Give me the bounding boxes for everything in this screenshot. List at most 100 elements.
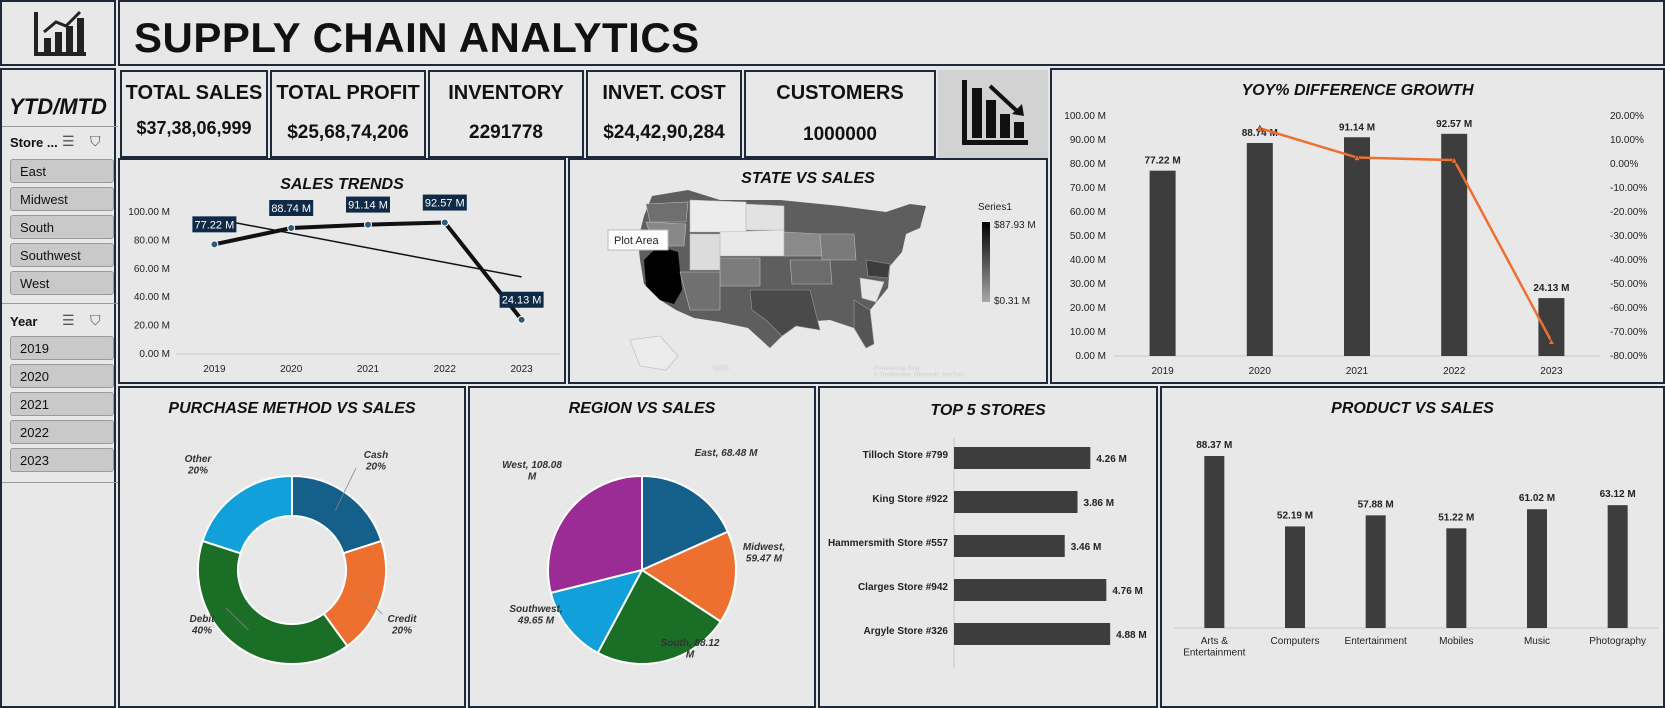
us-map: Plot Area Series1 $87.93 M $0.31 M Power…	[607, 190, 1036, 379]
slicer-item-midwest[interactable]: Midwest	[10, 187, 114, 211]
data-label: 4.76 M	[1112, 586, 1143, 597]
bar	[1607, 505, 1628, 628]
y-tick-label: 90.00 M	[1070, 135, 1106, 146]
y-tick-label: 30.00 M	[1070, 279, 1106, 290]
category-label: Arts & Entertainment	[1183, 636, 1245, 659]
y-tick-label: 20.00 M	[134, 321, 170, 332]
kpi-label: INVET. COST	[602, 82, 726, 104]
leader-line	[362, 592, 383, 615]
y-tick-label: 100.00 M	[1064, 111, 1106, 122]
y-tick-label: 100.00 M	[128, 207, 170, 218]
category-label: Tilloch Store #799	[863, 450, 949, 461]
y2-tick-label: 0.00%	[1610, 159, 1638, 170]
bar-chart-growth-icon	[34, 10, 86, 56]
y2-tick-label: -50.00%	[1610, 279, 1647, 290]
data-label: 92.57 M	[1436, 119, 1472, 130]
top5-bar-chart: Tilloch Store #799 4.26 M King Store #922 3…	[828, 438, 1147, 668]
y-tick-label: 0.00 M	[1075, 351, 1106, 362]
data-label: 24.13 M	[1533, 283, 1569, 294]
clear-filter-icon[interactable]: ⛉	[90, 133, 101, 149]
slicer-item-2021[interactable]: 2021	[10, 392, 114, 416]
clear-filter-icon[interactable]: ⛉	[90, 312, 101, 328]
series-line	[213, 220, 524, 321]
slicer-item-west[interactable]: West	[10, 271, 114, 295]
year-slicer-label: Year	[10, 314, 38, 329]
data-label: 61.02 M	[1519, 493, 1555, 504]
pie-slice	[596, 568, 723, 665]
x-tick-label: 2019	[1151, 366, 1174, 377]
y2-tick-label: -20.00%	[1610, 207, 1647, 218]
category-label: Clarges Store #942	[858, 582, 948, 593]
category-label: Music	[1524, 636, 1550, 647]
bar	[1246, 143, 1273, 356]
pie-slice	[201, 474, 293, 555]
data-label-box	[269, 199, 314, 216]
slicer-item-south[interactable]: South	[10, 215, 114, 239]
slicer-item-east[interactable]: East	[10, 159, 114, 183]
category-label: King Store #922	[872, 494, 948, 505]
bar	[1285, 526, 1305, 628]
y-tick-label: 60.00 M	[1070, 207, 1106, 218]
x-tick-label: 2023	[510, 364, 533, 375]
kpi-value: 2291778	[469, 122, 543, 143]
data-point	[440, 218, 449, 227]
slicer-item-2022[interactable]: 2022	[10, 420, 114, 444]
data-label-box	[422, 194, 467, 211]
data-label: 57.88 M	[1358, 499, 1394, 510]
bar	[954, 535, 1065, 557]
bar	[954, 579, 1107, 601]
x-tick-label: 2021	[1346, 366, 1369, 377]
bar	[954, 623, 1111, 645]
plot-area-tooltip	[607, 229, 669, 251]
slice-label: Credit 20%	[388, 614, 418, 637]
y2-tick-label: -60.00%	[1610, 303, 1647, 314]
yoy-line	[1259, 127, 1553, 342]
chart-title: TOP 5 STORES	[930, 402, 1046, 419]
kpi-value: $25,68,74,206	[287, 122, 409, 143]
sidebar-title: YTD/MTD	[9, 94, 107, 119]
slicer-item-southwest[interactable]: Southwest	[10, 243, 114, 267]
data-label: 77.22 M	[195, 219, 235, 231]
data-label: 77.22 M	[1145, 156, 1181, 167]
kpi-inventory: INVENTORY 2291778	[428, 70, 584, 158]
slicer-item-2023[interactable]: 2023	[10, 448, 114, 472]
kpi-icon-panel	[938, 70, 1048, 158]
x-tick-label: 2019	[203, 364, 226, 375]
data-label: 3.86 M	[1084, 498, 1115, 509]
y2-tick-label: 10.00%	[1610, 135, 1644, 146]
slice-label: Southwest, 49.65 M	[509, 604, 562, 627]
y2-tick-label: -10.00%	[1610, 183, 1647, 194]
data-label-box	[192, 216, 237, 233]
product-panel: PRODUCT VS SALES 88.37 M Arts & Entertainm…	[1160, 386, 1665, 708]
logo-panel	[0, 0, 116, 66]
bar	[1441, 133, 1468, 356]
purchase-donut-chart: Cash 20% Credit 20% Debit 40% Other 20%	[185, 450, 418, 665]
region-pie-chart: East, 68.48 M Midwest, 59.47 M South, 88.12…	[502, 448, 785, 665]
y2-tick-label: -80.00%	[1610, 351, 1647, 362]
slicer-item-2019[interactable]: 2019	[10, 336, 114, 360]
y-tick-label: 40.00 M	[134, 292, 170, 303]
bar	[1446, 528, 1467, 628]
x-tick-label: 2020	[1249, 366, 1272, 377]
kpi-total-profit: TOTAL PROFIT $25,68,74,206	[270, 70, 426, 158]
bar	[1527, 509, 1547, 628]
map-legend-title: Series1	[978, 202, 1012, 213]
yoy-point	[1256, 124, 1264, 132]
pie-slice	[291, 474, 383, 555]
yoy-point	[1353, 153, 1361, 161]
data-label: 3.46 M	[1071, 542, 1102, 553]
multi-select-icon[interactable]: ☰	[62, 133, 75, 149]
data-point	[517, 315, 526, 324]
chart-title: STATE VS SALES	[741, 170, 875, 187]
yoy-chart: 0.00 M 10.00 M 20.00 M 30.00 M 40.00 M 50.00 …	[1064, 111, 1647, 377]
trendline	[214, 218, 522, 278]
state-sales-panel: STATE VS SALES Plot Area Series1	[568, 158, 1048, 384]
kpi-label: TOTAL SALES	[125, 82, 263, 104]
bar	[954, 491, 1078, 513]
y-tick-label: 50.00 M	[1070, 231, 1106, 242]
category-label: Photography	[1589, 636, 1646, 647]
chart-title: YOY% DIFFERENCE GROWTH	[1241, 82, 1474, 99]
multi-select-icon[interactable]: ☰	[62, 312, 75, 328]
slicer-item-2020[interactable]: 2020	[10, 364, 114, 388]
title-panel: SUPPLY CHAIN ANALYTICS	[118, 0, 1665, 66]
